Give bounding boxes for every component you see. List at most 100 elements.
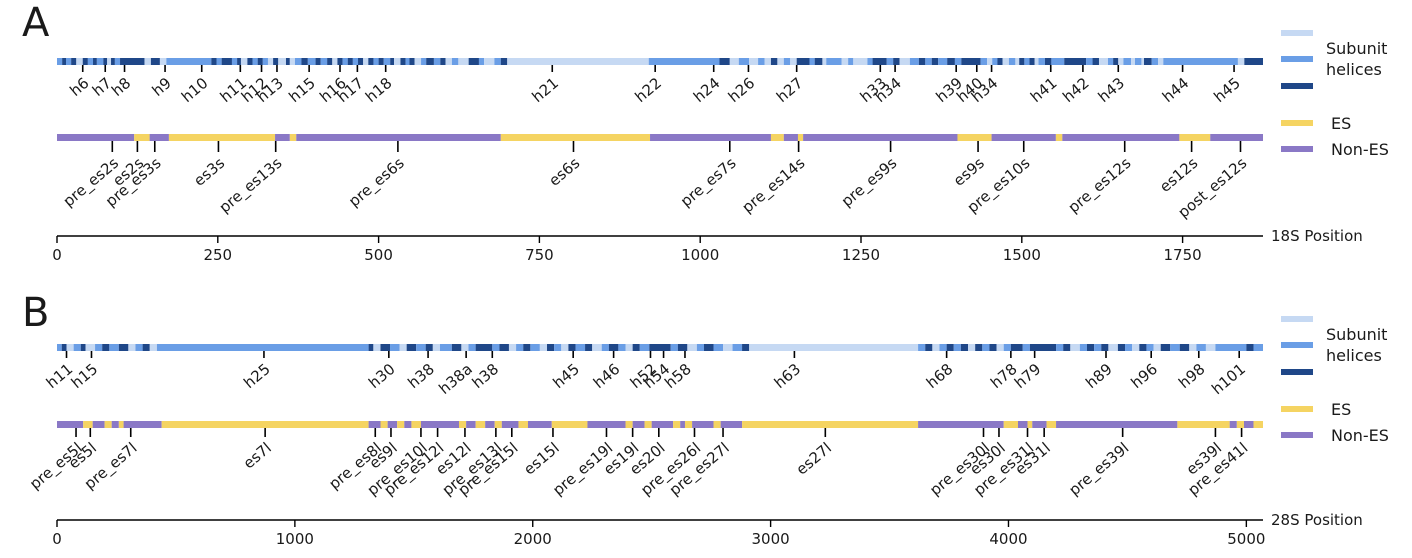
helix-segment [886, 58, 894, 65]
helix-label: h26 [725, 74, 758, 106]
helix-segment [216, 58, 222, 65]
helix-segment [399, 344, 407, 351]
helix-segment [1079, 344, 1087, 351]
es-label: pre_es6s [345, 154, 408, 211]
es-segment [134, 134, 150, 141]
helix-label: h10 [178, 74, 211, 106]
helix-segment [73, 344, 81, 351]
es-segment [397, 421, 405, 428]
es-segment [485, 421, 495, 428]
helix-label: h27 [773, 74, 806, 106]
helix-segment [770, 58, 778, 65]
helix-segment [997, 58, 1003, 65]
helix-segment [987, 58, 993, 65]
helix-segment [135, 344, 143, 351]
es-segment [692, 421, 714, 428]
es-segment [625, 421, 633, 428]
helix-segment [61, 344, 67, 351]
helix-segment [144, 58, 151, 65]
helix-segment [111, 58, 115, 65]
legend-swatch-es [1281, 406, 1313, 412]
helix-label: h89 [1082, 360, 1115, 392]
es-segment [803, 134, 958, 141]
es-label: pre_es14s [739, 154, 810, 218]
helix-label: h41 [1027, 74, 1060, 106]
helix-segment [1086, 344, 1095, 351]
es-segment [783, 134, 798, 141]
helix-label: h46 [590, 360, 623, 392]
helix-segment [80, 344, 86, 351]
es-label: pre_es39l [1065, 439, 1133, 500]
helix-segment [670, 344, 678, 351]
es-segment [111, 421, 119, 428]
helix-segment [508, 344, 517, 351]
helix-segment [1135, 58, 1142, 65]
helix-label: h58 [661, 360, 694, 392]
x-tick-label: 750 [525, 246, 554, 264]
helix-segment [732, 344, 743, 351]
helix-segment [400, 58, 406, 65]
legend-label-es: ES [1331, 400, 1351, 419]
x-tick-label: 1000 [276, 530, 314, 548]
helix-segment [1094, 344, 1102, 351]
helix-segment [332, 58, 338, 65]
helix-segment [758, 58, 765, 65]
es-label: es27l [793, 439, 835, 479]
helix-segment [592, 344, 602, 351]
helix-segment [368, 344, 374, 351]
helix-segment [893, 58, 900, 65]
helix-segment [66, 58, 72, 65]
legend-label-es: ES [1331, 114, 1351, 133]
helix-segment [458, 58, 469, 65]
helix-segment [931, 58, 939, 65]
helix-segment [554, 344, 562, 351]
helix-segment [742, 344, 750, 351]
helix-segment [159, 58, 167, 65]
helix-segment [1189, 344, 1197, 351]
es-segment [770, 134, 784, 141]
helix-segment [301, 58, 308, 65]
helix-segment [240, 58, 248, 65]
helix-segment [1246, 344, 1254, 351]
helix-segment [1153, 344, 1161, 351]
es-segment [420, 421, 459, 428]
helix-segment [992, 58, 998, 65]
helix-segment [1034, 58, 1039, 65]
helix-segment [639, 344, 650, 351]
helix-segment [109, 344, 119, 351]
helix-segment [500, 58, 508, 65]
helix-segment [492, 344, 500, 351]
helix-segment [632, 344, 640, 351]
helix-segment [749, 58, 759, 65]
helix-segment [918, 344, 926, 351]
x-tick-label: 3000 [752, 530, 790, 548]
helix-segment [439, 344, 452, 351]
helix-segment [76, 58, 83, 65]
helix-segment [1158, 58, 1164, 65]
x-tick-label: 0 [52, 530, 62, 548]
helix-segment [494, 58, 501, 65]
helix-label: h68 [923, 360, 956, 392]
es-segment [466, 421, 476, 428]
helix-label: h63 [771, 360, 804, 392]
legend-label-non-es: Non-ES [1331, 426, 1389, 445]
helix-segment [1117, 344, 1126, 351]
helix-segment [1253, 344, 1263, 351]
es-label: pre_es9s [838, 154, 901, 211]
es-label: pre_es12s [1065, 154, 1136, 218]
helix-segment [814, 58, 823, 65]
helix-segment [677, 344, 688, 351]
helix-segment [267, 58, 274, 65]
helix-segment [809, 58, 815, 65]
helix-segment [211, 58, 217, 65]
helix-segment [918, 58, 926, 65]
helix-segment [451, 344, 462, 351]
helix-segment [1244, 58, 1263, 65]
helix-segment [723, 344, 733, 351]
helix-segment [380, 344, 391, 351]
helix-segment [960, 344, 969, 351]
helix-segment [925, 344, 933, 351]
helix-segment [1141, 58, 1145, 65]
helix-segment [853, 58, 868, 65]
helix-segment [247, 58, 253, 65]
